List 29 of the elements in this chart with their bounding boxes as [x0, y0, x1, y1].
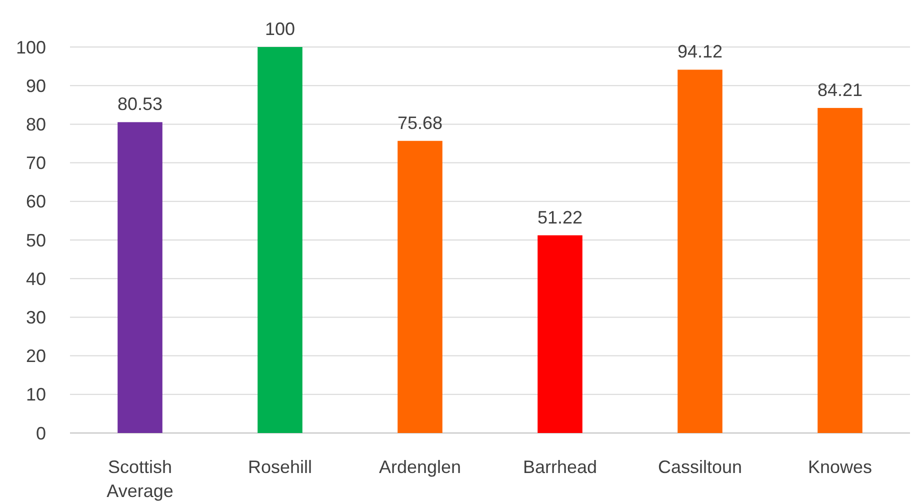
bar: [258, 47, 302, 433]
x-tick-label: Barrhead: [522, 457, 598, 477]
x-tick-label: Knowes: [808, 457, 872, 477]
y-tick-label: 100: [16, 37, 46, 58]
data-label: 100: [264, 19, 296, 39]
x-tick-label: Cassiltoun: [658, 457, 742, 477]
bar: [818, 108, 862, 433]
x-tick-label: Scottish Average: [106, 457, 174, 501]
bar: [398, 140, 442, 433]
data-label: 51.22: [537, 207, 583, 228]
data-label: 75.68: [397, 112, 443, 133]
data-label: 94.12: [677, 42, 723, 62]
data-label: 80.53: [117, 94, 163, 114]
bar: [538, 235, 582, 433]
x-tick-label: Ardenglen: [378, 457, 462, 477]
y-tick-label: 30: [26, 308, 46, 328]
bar: [678, 70, 722, 433]
y-tick-label: 90: [26, 76, 46, 96]
x-tick-label: Rosehill: [248, 457, 312, 477]
y-tick-label: 10: [26, 384, 46, 405]
y-tick-label: 80: [26, 114, 46, 134]
y-tick-label: 40: [26, 268, 46, 289]
y-tick-label: 60: [26, 192, 46, 212]
y-tick-label: 20: [26, 346, 46, 366]
data-label: 84.21: [817, 80, 863, 100]
y-tick-label: 0: [36, 423, 46, 444]
bar: [118, 122, 162, 433]
y-tick-label: 70: [26, 153, 46, 174]
y-tick-label: 50: [26, 230, 46, 250]
